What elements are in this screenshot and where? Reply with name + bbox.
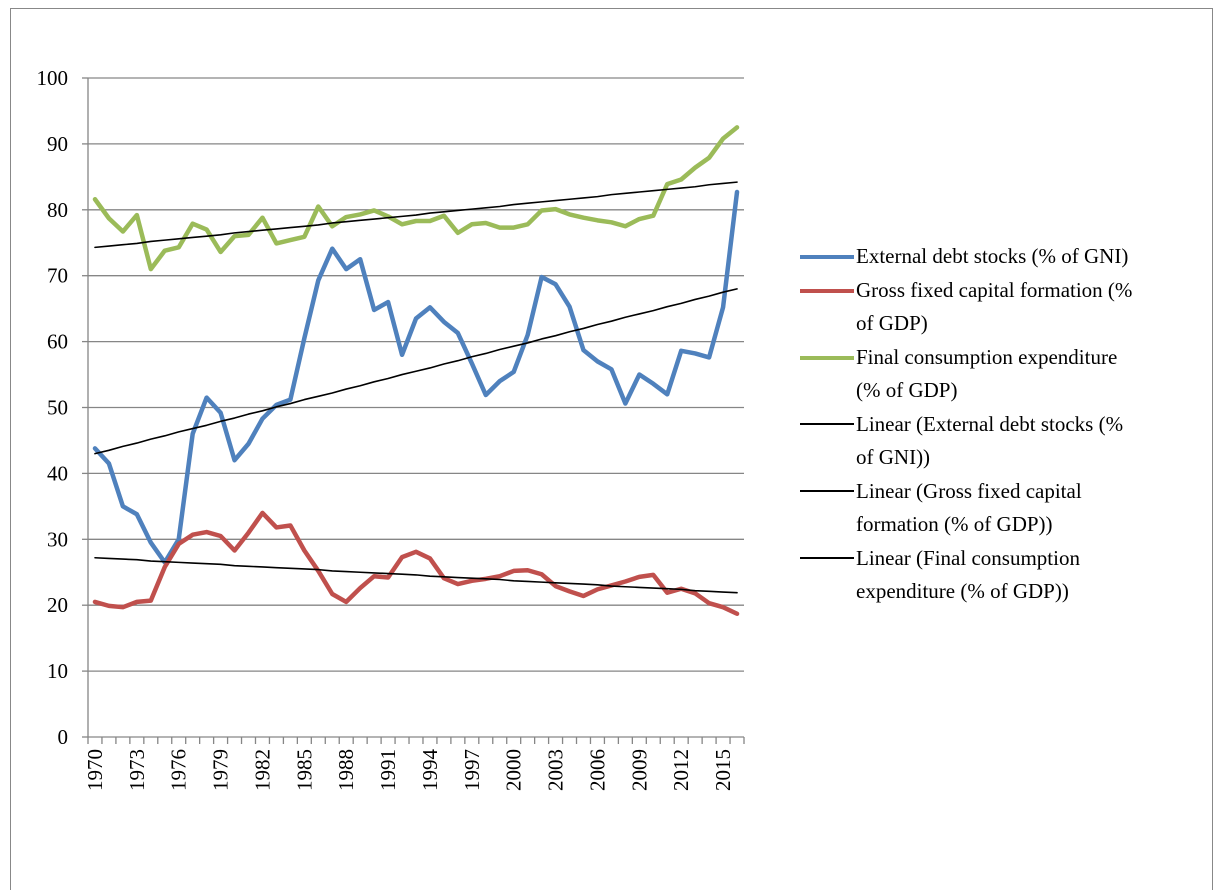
legend-swatch — [800, 542, 856, 575]
legend-label: Gross fixed capital formation (% of GDP) — [856, 278, 1133, 335]
legend-line — [800, 557, 854, 559]
y-tick-label: 30 — [47, 527, 68, 551]
series-line — [92, 125, 740, 272]
series-line — [92, 189, 740, 565]
x-tick-label: 1976 — [167, 749, 191, 791]
legend-line — [800, 490, 854, 492]
trend-line — [94, 556, 738, 594]
x-tick-label: 1991 — [376, 749, 400, 791]
x-tick-label: 1988 — [334, 749, 358, 791]
x-tick-label: 1994 — [418, 749, 442, 792]
x-tick-label: 1985 — [292, 749, 316, 791]
legend-line — [800, 356, 854, 360]
y-tick-label: 40 — [47, 461, 68, 485]
legend-item: Linear (Gross fixed capital formation (%… — [800, 475, 1140, 541]
y-tick-label: 20 — [47, 593, 68, 617]
legend-line — [800, 289, 854, 293]
legend-label: Linear (Final consumption expenditure (%… — [856, 546, 1080, 603]
y-tick-label: 50 — [47, 396, 68, 420]
legend-swatch — [800, 341, 856, 374]
legend-item: Linear (External debt stocks (% of GNI)) — [800, 408, 1140, 474]
legend-label: External debt stocks (% of GNI) — [856, 244, 1129, 268]
legend-label: Linear (External debt stocks (% of GNI)) — [856, 412, 1124, 469]
y-tick-label: 70 — [47, 264, 68, 288]
y-tick-label: 100 — [37, 66, 69, 90]
legend: External debt stocks (% of GNI) Gross fix… — [800, 240, 1140, 609]
x-tick-label: 2012 — [669, 749, 693, 791]
legend-label: Final consumption expenditure (% of GDP) — [856, 345, 1118, 402]
y-tick-label: 90 — [47, 132, 68, 156]
y-tick-label: 10 — [47, 659, 68, 683]
x-tick-label: 2000 — [502, 749, 526, 791]
series-line — [92, 510, 740, 617]
x-tick-label: 1997 — [460, 749, 484, 791]
y-tick-label: 80 — [47, 198, 68, 222]
trend-line — [94, 181, 738, 249]
chart-border — [10, 8, 1213, 890]
legend-item: Final consumption expenditure (% of GDP) — [800, 341, 1140, 407]
y-tick-label: 0 — [58, 725, 69, 749]
x-tick-label: 2006 — [585, 749, 609, 791]
x-tick-label: 2003 — [544, 749, 568, 791]
trend-line — [94, 288, 738, 455]
legend-line — [800, 255, 854, 259]
x-tick-label: 1979 — [209, 749, 233, 791]
x-tick-label: 1982 — [250, 749, 274, 791]
legend-label: Linear (Gross fixed capital formation (%… — [856, 479, 1082, 536]
legend-swatch — [800, 274, 856, 307]
legend-swatch — [800, 475, 856, 508]
x-tick-label: 2009 — [627, 749, 651, 791]
legend-item: External debt stocks (% of GNI) — [800, 240, 1140, 273]
legend-item: Linear (Final consumption expenditure (%… — [800, 542, 1140, 608]
x-tick-label: 1973 — [125, 749, 149, 791]
legend-item: Gross fixed capital formation (% of GDP) — [800, 274, 1140, 340]
legend-swatch — [800, 408, 856, 441]
legend-line — [800, 423, 854, 425]
y-tick-label: 60 — [47, 330, 68, 354]
x-tick-label: 2015 — [711, 749, 735, 791]
legend-swatch — [800, 240, 856, 273]
x-tick-label: 1970 — [83, 749, 107, 791]
